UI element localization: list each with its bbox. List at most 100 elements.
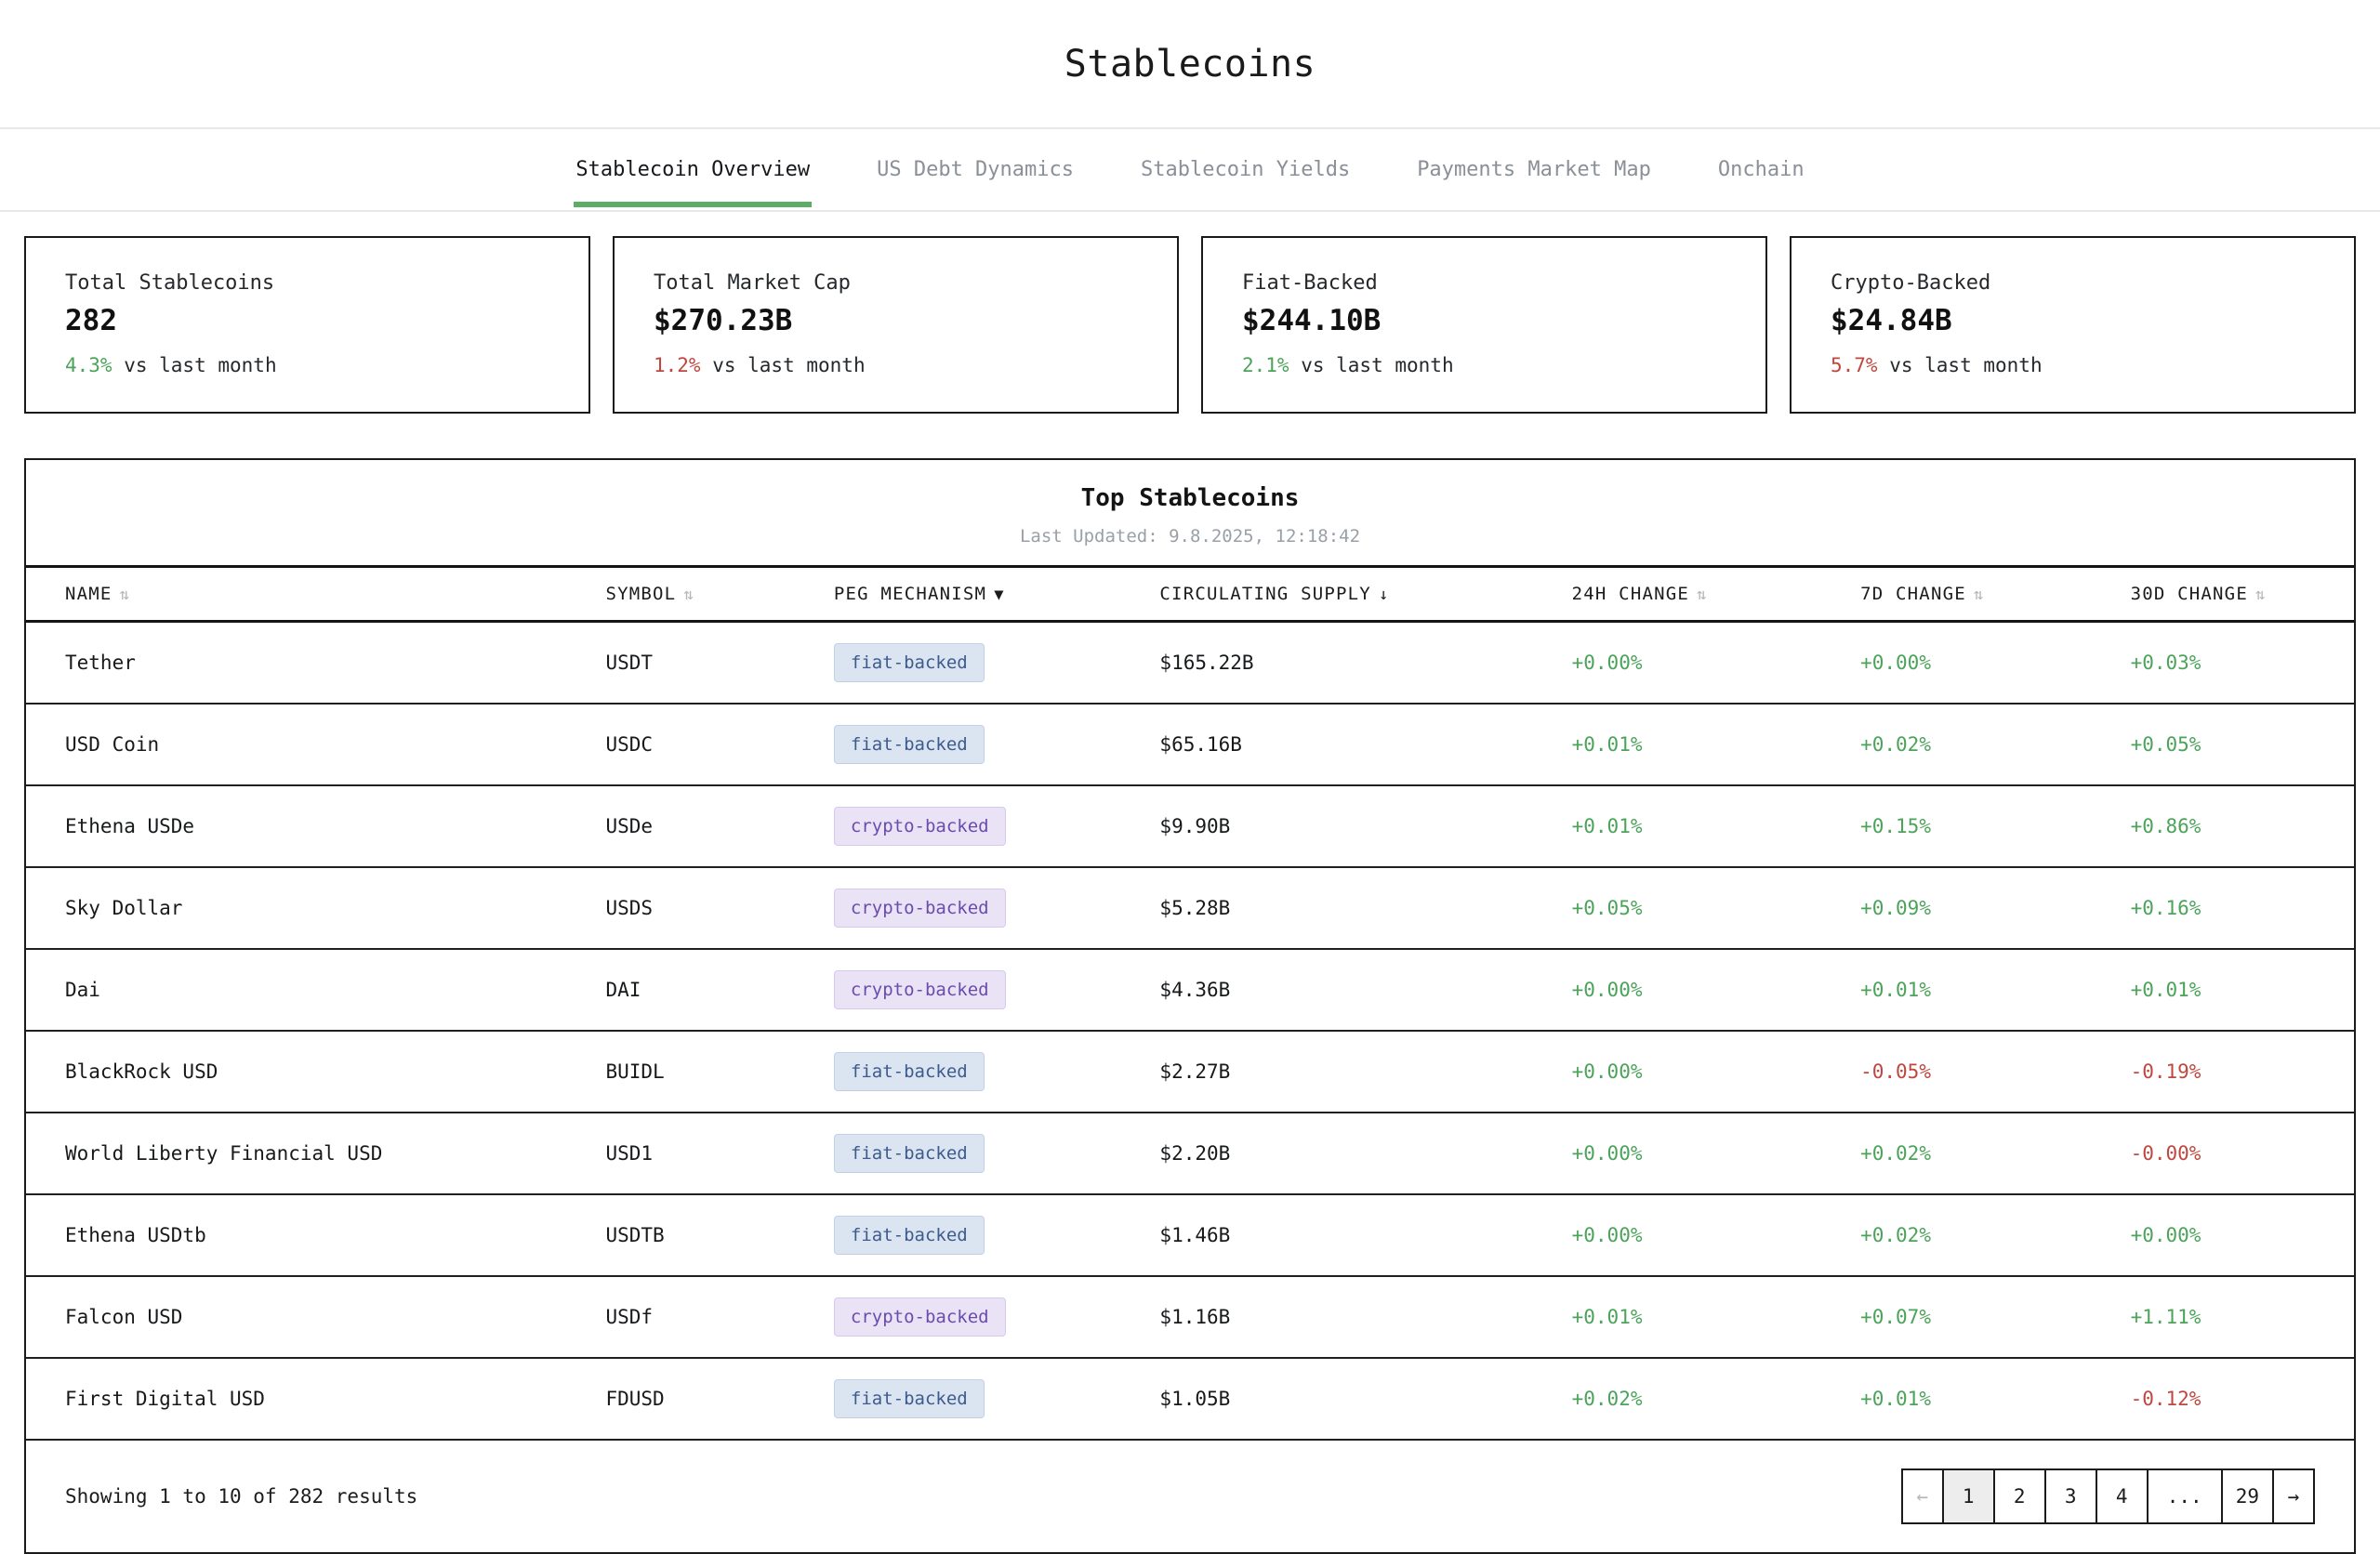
cell-7d-change: +0.00% — [1860, 652, 1931, 674]
cell-symbol: USDf — [605, 1306, 654, 1328]
cell-30d-change: +0.86% — [2130, 815, 2202, 837]
cell-supply: $2.20B — [1159, 1142, 1231, 1165]
cell-supply: $1.05B — [1159, 1388, 1231, 1410]
page-button-2[interactable]: 2 — [1992, 1468, 2046, 1524]
table-head-block: Top Stablecoins Last Updated: 9.8.2025, … — [26, 460, 2354, 565]
cell-peg: crypto-backed — [833, 1276, 1160, 1358]
cell-symbol: USDS — [605, 897, 654, 919]
table-row: World Liberty Financial USD USD1 fiat-ba… — [26, 1113, 2354, 1194]
sort-icon: ⇅ — [2254, 586, 2267, 604]
cell-7d-change: +0.15% — [1860, 815, 1931, 837]
peg-badge: fiat-backed — [833, 1216, 985, 1255]
cell-supply: $1.46B — [1159, 1224, 1231, 1246]
cell-7d-change: +0.01% — [1860, 1388, 1931, 1410]
peg-badge: crypto-backed — [833, 970, 1006, 1009]
peg-badge: fiat-backed — [833, 1134, 985, 1173]
page-button-3[interactable]: 3 — [2043, 1468, 2097, 1524]
stat-label: Crypto-Backed — [1831, 271, 1991, 295]
stats-row: Total Stablecoins 282 4.3% vs last month… — [24, 236, 2356, 414]
cell-30d-change: +0.01% — [2130, 979, 2202, 1001]
cell-name: Falcon USD — [65, 1306, 183, 1328]
stat-change: 5.7% vs last month — [1831, 354, 2315, 376]
cell-peg: fiat-backed — [833, 1358, 1160, 1440]
peg-badge: crypto-backed — [833, 889, 1006, 928]
tab-stablecoin-overview[interactable]: Stablecoin Overview — [574, 129, 812, 210]
cell-name: First Digital USD — [65, 1388, 265, 1410]
stat-change: 2.1% vs last month — [1242, 354, 1726, 376]
stat-card-total-stablecoins: Total Stablecoins 282 4.3% vs last month — [24, 236, 590, 414]
cell-24h-change: +0.00% — [1571, 1224, 1643, 1246]
page-header: Stablecoins — [0, 0, 2380, 129]
cell-peg: crypto-backed — [833, 949, 1160, 1031]
sort-icon: ⇅ — [683, 586, 694, 604]
stat-value: $24.84B — [1831, 304, 1952, 337]
tab-us-debt-dynamics[interactable]: US Debt Dynamics — [877, 158, 1075, 181]
cell-supply: $4.36B — [1159, 979, 1231, 1001]
cell-7d-change: +0.02% — [1860, 1142, 1931, 1165]
stat-change-pct: 5.7% — [1831, 354, 1878, 376]
stat-change-suffix: vs last month — [700, 354, 866, 376]
cell-peg: fiat-backed — [833, 1031, 1160, 1113]
cell-24h-change: +0.00% — [1571, 1060, 1643, 1083]
cell-24h-change: +0.01% — [1571, 815, 1643, 837]
stat-label: Total Stablecoins — [65, 271, 275, 295]
results-summary: Showing 1 to 10 of 282 results — [65, 1485, 418, 1508]
peg-badge: fiat-backed — [833, 643, 985, 682]
table-footer: Showing 1 to 10 of 282 results ← 1 2 3 4… — [26, 1441, 2354, 1552]
prev-page-button[interactable]: ← — [1900, 1468, 1944, 1524]
tab-bar: Stablecoin Overview US Debt Dynamics Sta… — [0, 129, 2380, 212]
page-button-4[interactable]: 4 — [2095, 1468, 2149, 1524]
cell-30d-change: +0.00% — [2130, 1224, 2202, 1246]
stat-card-total-market-cap: Total Market Cap $270.23B 1.2% vs last m… — [613, 236, 1179, 414]
stat-label: Fiat-Backed — [1242, 271, 1378, 295]
column-header-name[interactable]: NAME ⇅ — [65, 584, 130, 604]
stablecoins-table: NAME ⇅ SYMBOL ⇅ PEG MECHANISM ▼ CIRCULATING… — [26, 565, 2354, 1441]
cell-30d-change: +1.11% — [2130, 1306, 2202, 1328]
tab-onchain[interactable]: Onchain — [1717, 158, 1805, 181]
tab-payments-market-map[interactable]: Payments Market Map — [1417, 158, 1651, 181]
column-header-24h-change[interactable]: 24H CHANGE ⇅ — [1571, 584, 1708, 604]
table-row: Tether USDT fiat-backed $165.22B +0.00% … — [26, 622, 2354, 704]
stat-change: 1.2% vs last month — [654, 354, 1138, 376]
tab-stablecoin-yields[interactable]: Stablecoin Yields — [1141, 158, 1351, 181]
table-row: First Digital USD FDUSD fiat-backed $1.0… — [26, 1358, 2354, 1440]
cell-7d-change: +0.09% — [1860, 897, 1931, 919]
cell-name: Ethena USDtb — [65, 1224, 206, 1246]
stat-card-fiat-backed: Fiat-Backed $244.10B 2.1% vs last month — [1201, 236, 1767, 414]
cell-symbol: USDTB — [605, 1224, 665, 1246]
stat-label: Total Market Cap — [654, 271, 851, 295]
next-page-button[interactable]: → — [2272, 1468, 2315, 1524]
column-header-symbol[interactable]: SYMBOL ⇅ — [605, 584, 694, 604]
stat-value: $270.23B — [654, 304, 793, 337]
cell-24h-change: +0.01% — [1571, 1306, 1643, 1328]
cell-symbol: USDe — [605, 815, 654, 837]
cell-supply: $2.27B — [1159, 1060, 1231, 1083]
table-header-row: NAME ⇅ SYMBOL ⇅ PEG MECHANISM ▼ CIRCULATING… — [26, 566, 2354, 622]
cell-peg: crypto-backed — [833, 785, 1160, 867]
cell-30d-change: -0.12% — [2130, 1388, 2202, 1410]
page-button-1[interactable]: 1 — [1941, 1468, 1995, 1524]
cell-peg: crypto-backed — [833, 867, 1160, 949]
cell-30d-change: -0.00% — [2130, 1142, 2202, 1165]
cell-symbol: DAI — [605, 979, 641, 1001]
peg-badge: crypto-backed — [833, 807, 1006, 846]
column-header-7d-change[interactable]: 7D CHANGE ⇅ — [1860, 584, 1985, 604]
column-header-circulating-supply[interactable]: CIRCULATING SUPPLY ↓ — [1159, 584, 1390, 604]
stat-value: $244.10B — [1242, 304, 1382, 337]
page-button-29[interactable]: 29 — [2220, 1468, 2274, 1524]
cell-24h-change: +0.00% — [1571, 652, 1643, 674]
sort-desc-icon: ↓ — [1378, 586, 1390, 604]
column-header-30d-change[interactable]: 30D CHANGE ⇅ — [2130, 584, 2267, 604]
stat-change-suffix: vs last month — [112, 354, 277, 376]
table-row: Dai DAI crypto-backed $4.36B +0.00% +0.0… — [26, 949, 2354, 1031]
cell-supply: $165.22B — [1159, 652, 1254, 674]
cell-name: Dai — [65, 979, 100, 1001]
cell-symbol: BUIDL — [605, 1060, 665, 1083]
cell-supply: $5.28B — [1159, 897, 1231, 919]
stat-change-pct: 1.2% — [654, 354, 701, 376]
sort-icon: ⇅ — [1973, 586, 1985, 604]
cell-supply: $1.16B — [1159, 1306, 1231, 1328]
cell-7d-change: -0.05% — [1860, 1060, 1931, 1083]
column-header-peg-mechanism[interactable]: PEG MECHANISM ▼ — [833, 584, 1005, 604]
cell-24h-change: +0.02% — [1571, 1388, 1643, 1410]
